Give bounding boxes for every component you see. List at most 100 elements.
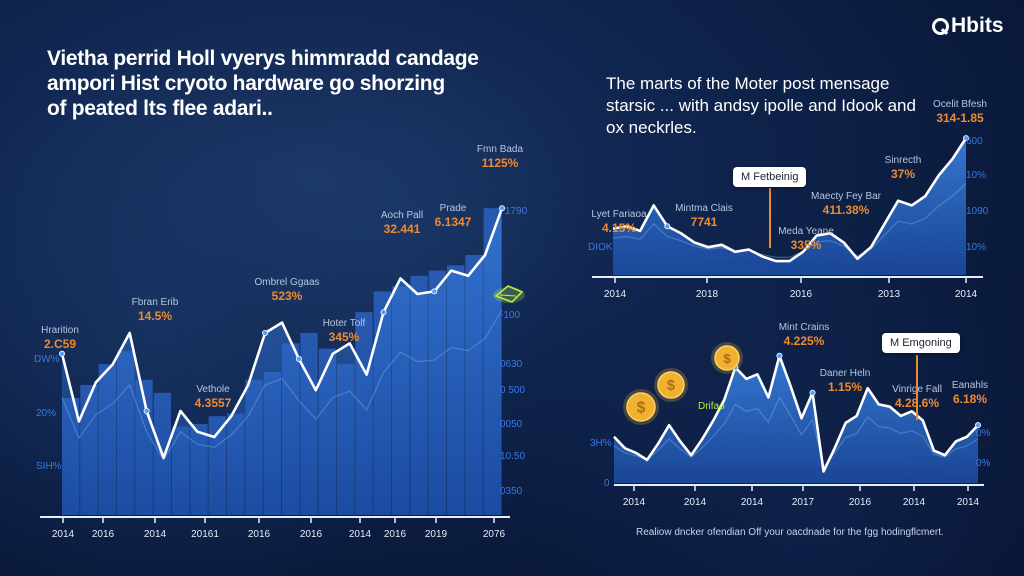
annotation-value: 1125% (482, 156, 519, 170)
footer-caption: Realiow dncker ofendian Off your oacdnad… (636, 527, 944, 538)
callout-bottom-right: M Emgoning (882, 333, 960, 353)
coin-symbol: $ (723, 351, 731, 366)
callout-top-right: M Fetbeinig (733, 167, 807, 187)
y-tick-label-left: 3H% (590, 438, 612, 449)
y-tick-label-right: 0 500 (500, 385, 525, 396)
x-tick-label: 2014 (903, 497, 926, 508)
dollar-coin-icon (657, 371, 685, 399)
chart-point (380, 309, 387, 316)
y-tick-label-right: 0350 (500, 486, 523, 497)
annotation-label: Prade (440, 203, 467, 214)
annotation-value: 4.225% (784, 334, 825, 348)
chart-point (498, 205, 505, 212)
y-tick-label-right: 0630 (500, 359, 523, 370)
y-tick-label-right: -100 (500, 310, 520, 321)
chart-line (612, 137, 968, 263)
search-chart-logo-icon (932, 17, 949, 35)
hardware-chip-icon-detail (499, 294, 517, 297)
headline-left-line: ampori Hist cryoto hardware go shorzing (47, 72, 445, 95)
chart-point (431, 288, 438, 295)
y-tick-label-right: 0050 (500, 419, 523, 430)
annotation-label: Aoch Pall (381, 210, 423, 221)
annotation-value: 411.38% (823, 203, 870, 217)
x-tick-label: 2014 (144, 529, 167, 540)
chart-area (62, 208, 502, 515)
chart-secondary-line (613, 396, 979, 469)
y-tick-label-right: 0% (976, 458, 991, 469)
chart-point (143, 407, 150, 414)
annotation-value: 4.15% (602, 221, 636, 235)
x-tick-label: 2014 (684, 497, 707, 508)
annotation-label: Eanahls (952, 380, 988, 391)
y-tick-label-right: 10.50 (500, 451, 525, 462)
annotation-label: Fbran Erib (132, 297, 179, 308)
x-tick-label: 2013 (878, 289, 901, 300)
annotation-label: Hoter Tolf (323, 318, 366, 329)
annotation-label: Ombrel Ggaas (254, 277, 319, 288)
annotation-value: 37% (891, 167, 915, 181)
headline-left-line: of peated lts flee adari.. (47, 97, 273, 120)
dollar-coin-icon (626, 392, 656, 422)
chart-point (59, 350, 66, 357)
chart-point (809, 389, 816, 396)
annotation-value: 523% (272, 289, 303, 303)
chart-secondary-line (612, 183, 967, 258)
chart-point (262, 329, 269, 336)
annotation-label: Mintma Clais (675, 203, 733, 214)
chart-line (60, 207, 504, 460)
headline-right-line: starsic ... with andsy ipolle and Idook … (606, 96, 916, 115)
chart-secondary-line (61, 309, 503, 462)
chart-area (613, 138, 966, 275)
y-tick-label-right: 10% (966, 242, 986, 253)
coin-symbol: $ (667, 378, 675, 394)
x-tick-label: 20161 (191, 529, 219, 540)
x-tick-label: 2019 (425, 529, 448, 540)
x-tick-label: 2016 (790, 289, 813, 300)
x-tick-label: 2018 (696, 289, 719, 300)
x-tick-label: 2016 (849, 497, 872, 508)
annotation-value: 32.441 (384, 222, 421, 236)
chart-point (295, 355, 302, 362)
annotation-value: 2.C59 (44, 337, 76, 351)
y-tick-label-right: 1090 (966, 206, 989, 217)
y-tick-label-left: SIH% (36, 461, 62, 472)
x-tick-label: 2016 (92, 529, 115, 540)
annotation-label: Vethole (196, 384, 230, 395)
chart-point (664, 223, 671, 230)
x-tick-label: 2014 (957, 497, 980, 508)
annotation-label: Sinrecth (885, 155, 922, 166)
annotation-value: 345% (329, 330, 360, 344)
coins-label: Drifao (698, 401, 725, 412)
annotation-value: 7741 (691, 215, 718, 229)
annotation-label: Meda Yeane (778, 226, 834, 237)
brand-logo[interactable]: Hbits (932, 14, 1004, 38)
y-tick-label-left: 0 (604, 478, 610, 489)
annotation-value: 314-1.85 (936, 111, 984, 125)
headline-right-line: ox neckrles. (606, 118, 697, 137)
annotation-value: 1.15% (828, 380, 862, 394)
x-tick-label: 2014 (52, 529, 75, 540)
y-tick-label-right: 1790 (505, 206, 528, 217)
headline-left-line: Vietha perrid Holl vyerys himmradd canda… (47, 47, 479, 70)
annotation-value: 335% (791, 238, 822, 252)
annotation-label: Hrarition (41, 325, 79, 336)
y-tick-label-right: 600 (966, 136, 983, 147)
annotation-value: 14.5% (138, 309, 172, 323)
y-tick-label-left: DW% (34, 354, 60, 365)
x-tick-label: 2014 (955, 289, 978, 300)
y-tick-label-left: DIOK (588, 242, 613, 253)
headline-right-line: The marts of the Moter post mensage (606, 74, 890, 93)
x-tick-label: 2016 (384, 529, 407, 540)
headline-right: The marts of the Moter post mensage star… (606, 73, 936, 139)
annotation-value: 6.1347 (435, 215, 472, 229)
x-tick-label: 2014 (741, 497, 764, 508)
y-tick-label-right: 10% (966, 170, 986, 181)
chart-point (963, 135, 970, 142)
x-tick-label: 2014 (604, 289, 627, 300)
y-tick-label-left: 20% (36, 408, 56, 419)
chart-area (614, 355, 978, 483)
brand-name: Hbits (951, 14, 1004, 37)
chart-point (776, 352, 783, 359)
annotation-value: 6.18% (953, 392, 987, 406)
